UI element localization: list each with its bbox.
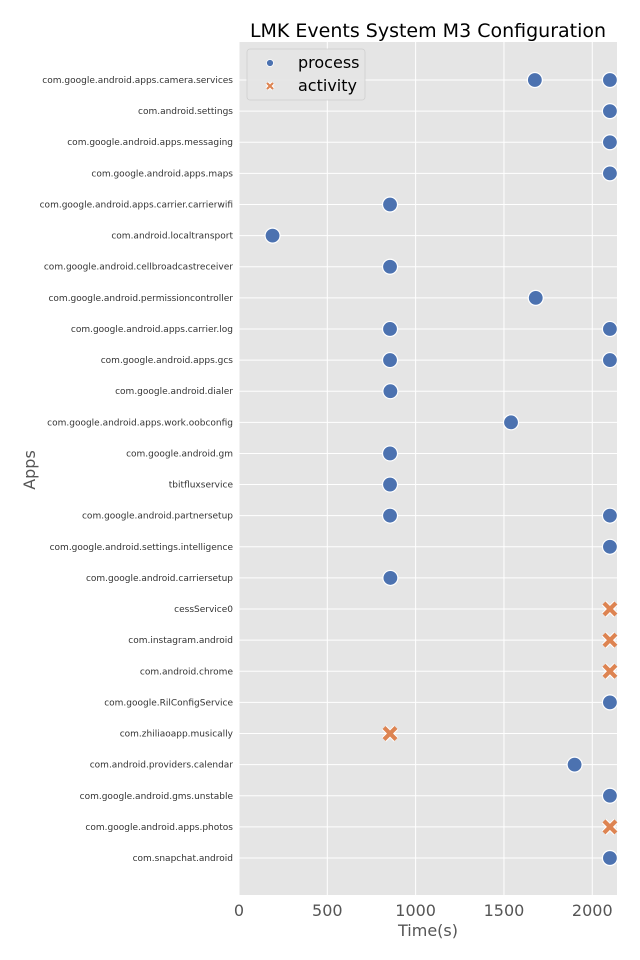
y-tick-label: com.google.android.apps.carrier.log [71, 325, 233, 335]
activity-point [601, 631, 619, 649]
x-tick-label: 0 [234, 901, 244, 920]
y-tick-label: com.google.android.partnersetup [82, 512, 233, 522]
y-tick-label: com.android.localtransport [111, 232, 233, 242]
x-marker-stroke [602, 663, 618, 679]
x-marker-stroke [602, 632, 618, 648]
activity-point [601, 818, 619, 836]
y-tick-label: com.zhiliaoapp.musically [120, 730, 234, 740]
process-point [264, 227, 281, 244]
x-marker-stroke [266, 82, 274, 90]
legend-activity-marker [265, 81, 275, 91]
process-point [381, 351, 399, 369]
process-point [601, 320, 619, 338]
y-tick-label: com.google.android.apps.work.oobconfig [47, 418, 233, 428]
x-axis-label: Time(s) [397, 921, 458, 940]
process-point [566, 756, 583, 773]
legend-process-label: process [298, 53, 359, 72]
y-tick-label: com.android.chrome [140, 667, 234, 677]
y-tick-label: com.google.android.settings.intelligence [50, 543, 234, 553]
process-point [382, 383, 399, 400]
y-tick-label: com.google.android.apps.messaging [67, 138, 233, 148]
grid [238, 42, 617, 895]
legend-x-marker [265, 81, 275, 91]
y-tick-label: com.google.RilConfigService [104, 698, 233, 708]
process-point [601, 694, 619, 711]
process-point [601, 134, 619, 151]
y-tick-label: com.instagram.android [128, 636, 233, 646]
process-point [382, 569, 399, 587]
x-tick-label: 1000 [395, 901, 436, 920]
process-point [527, 289, 544, 306]
process-point [601, 787, 619, 804]
x-tick-label: 2000 [572, 901, 613, 920]
process-point [601, 71, 619, 89]
activity-point [381, 725, 399, 742]
y-tick-label: com.google.android.permissioncontroller [48, 294, 233, 304]
legend-process-marker [266, 59, 274, 67]
y-tick-label: com.google.android.apps.camera.services [42, 76, 233, 86]
y-tick-label: com.google.android.carriersetup [86, 574, 233, 584]
process-point [601, 538, 619, 555]
y-tick-label: com.google.android.gm [126, 449, 233, 459]
y-tick-label: com.google.android.cellbroadcastreceiver [44, 263, 233, 273]
process-point [526, 71, 543, 89]
process-point [381, 196, 399, 213]
process-point [381, 445, 399, 462]
y-axis-ticks: com.google.android.apps.camera.services c… [40, 76, 234, 864]
y-tick-label: tbitfluxservice [169, 481, 234, 491]
process-point [381, 258, 399, 275]
y-tick-label: com.google.android.gms.unstable [80, 792, 234, 802]
legend-activity-label: activity [298, 76, 357, 95]
x-marker-stroke [382, 726, 398, 742]
plot-background [239, 42, 617, 895]
x-tick-label: 500 [312, 901, 343, 920]
legend: process activity [246, 48, 366, 101]
process-point [601, 849, 619, 867]
legend-box [246, 48, 366, 101]
process-point [381, 476, 399, 493]
x-tick-label: 1500 [484, 901, 525, 920]
data-points [264, 71, 619, 867]
y-tick-label: com.google.android.apps.maps [91, 169, 233, 179]
x-axis-ticks: 0 500 1000 1500 2000 [234, 901, 613, 920]
y-tick-label: com.google.android.apps.gcs [101, 356, 234, 366]
y-tick-label: com.google.android.apps.carrier.carrierw… [40, 200, 233, 210]
process-point [502, 414, 520, 431]
chart-title: LMK Events System M3 Configuration [250, 20, 606, 42]
y-tick-label: cessService0 [174, 605, 233, 615]
process-point [381, 320, 399, 338]
x-marker-stroke [602, 819, 618, 835]
y-tick-label: com.android.providers.calendar [90, 761, 234, 771]
x-marker-stroke [602, 601, 618, 617]
y-tick-label: com.android.settings [138, 107, 233, 117]
process-point [601, 103, 619, 120]
process-point [601, 351, 619, 369]
process-point [601, 165, 619, 182]
y-tick-label: com.google.android.dialer [115, 387, 233, 397]
activity-point [601, 600, 619, 618]
process-point [381, 507, 399, 524]
activity-point [601, 663, 619, 680]
y-axis-label: Apps [20, 450, 39, 490]
y-tick-label: com.snapchat.android [133, 854, 233, 864]
y-tick-label: com.google.android.apps.photos [85, 823, 233, 833]
process-point [601, 507, 619, 524]
